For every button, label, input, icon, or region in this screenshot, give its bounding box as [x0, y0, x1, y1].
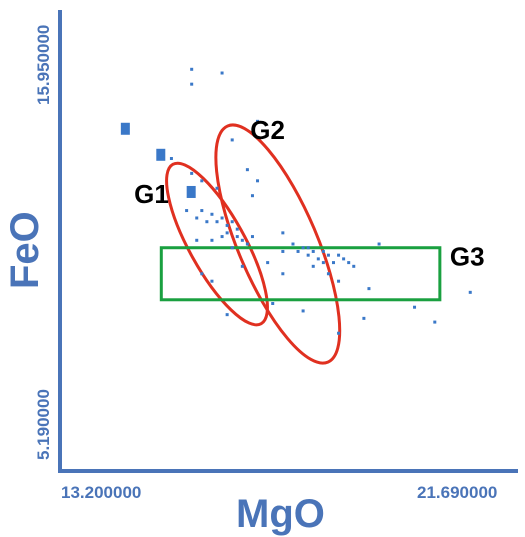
- g3-rectangle: [159, 246, 442, 302]
- data-points: [120, 67, 472, 335]
- data-point: [331, 261, 335, 265]
- y-tick-label-max: 15.950000: [34, 25, 53, 105]
- data-point: [337, 331, 341, 335]
- data-point: [230, 220, 234, 224]
- data-point: [281, 272, 285, 276]
- data-point: [301, 246, 305, 250]
- data-point: [235, 235, 239, 239]
- data-point: [230, 246, 234, 250]
- data-point: [250, 194, 254, 198]
- data-point: [190, 171, 194, 175]
- data-point: [245, 168, 249, 172]
- data-point: [281, 231, 285, 235]
- data-point: [169, 157, 173, 161]
- group-shapes: [159, 123, 442, 365]
- data-point: [220, 216, 224, 220]
- data-point: [195, 216, 199, 220]
- data-point: [296, 249, 300, 253]
- data-point: [311, 264, 315, 268]
- data-point: [215, 220, 219, 224]
- data-point: [352, 264, 356, 268]
- data-point: [321, 261, 325, 265]
- data-point: [210, 279, 214, 283]
- data-point: [225, 313, 229, 317]
- data-point: [326, 272, 330, 276]
- data-point: [225, 231, 229, 235]
- data-point: [266, 261, 270, 265]
- data-point: [190, 67, 194, 71]
- data-point: [256, 119, 260, 123]
- data-point: [230, 138, 234, 142]
- data-point: [220, 71, 224, 75]
- g2-ellipse: [214, 123, 342, 365]
- data-point: [200, 179, 204, 183]
- y-axis-label: FeO: [3, 211, 47, 289]
- data-point: [210, 212, 214, 216]
- data-point: [311, 249, 315, 253]
- y-tick-label-min: 5.190000: [34, 389, 53, 460]
- data-point: [210, 238, 214, 242]
- data-point: [190, 82, 194, 86]
- data-point: [337, 279, 341, 283]
- data-point: [250, 235, 254, 239]
- data-point: [347, 261, 351, 265]
- data-point: [240, 264, 244, 268]
- data-point: [367, 287, 371, 291]
- data-point: [220, 235, 224, 239]
- large-marker: [156, 148, 166, 161]
- data-point: [306, 246, 310, 250]
- data-point: [413, 305, 417, 309]
- data-point: [205, 220, 209, 224]
- data-point: [256, 179, 260, 183]
- data-point: [468, 290, 472, 294]
- data-point: [377, 242, 381, 246]
- data-point: [326, 253, 330, 257]
- data-point: [362, 316, 366, 320]
- large-marker: [120, 122, 130, 135]
- g1-ellipse: [165, 161, 269, 327]
- large-marker: [186, 185, 196, 198]
- data-point: [342, 257, 346, 261]
- g3-label: G3: [450, 242, 485, 272]
- data-point: [245, 242, 249, 246]
- data-point: [291, 242, 295, 246]
- data-point: [240, 238, 244, 242]
- data-point: [306, 253, 310, 257]
- data-point: [281, 249, 285, 253]
- data-point: [185, 209, 189, 213]
- data-point: [195, 238, 199, 242]
- data-point: [337, 253, 341, 257]
- data-point: [225, 223, 229, 227]
- data-point: [200, 209, 204, 213]
- data-point: [301, 309, 305, 313]
- data-point: [433, 320, 437, 324]
- g1-label: G1: [134, 179, 169, 209]
- data-point: [235, 227, 239, 231]
- data-point: [316, 257, 320, 261]
- g2-label: G2: [250, 115, 285, 145]
- x-tick-label-min: 13.200000: [61, 483, 141, 502]
- data-point: [215, 186, 219, 190]
- x-axis-label: MgO: [236, 492, 325, 536]
- data-point: [321, 249, 325, 253]
- data-point: [271, 301, 275, 305]
- group-labels: G1 G2 G3: [134, 115, 484, 272]
- data-point: [200, 272, 204, 276]
- x-tick-label-max: 21.690000: [417, 483, 497, 502]
